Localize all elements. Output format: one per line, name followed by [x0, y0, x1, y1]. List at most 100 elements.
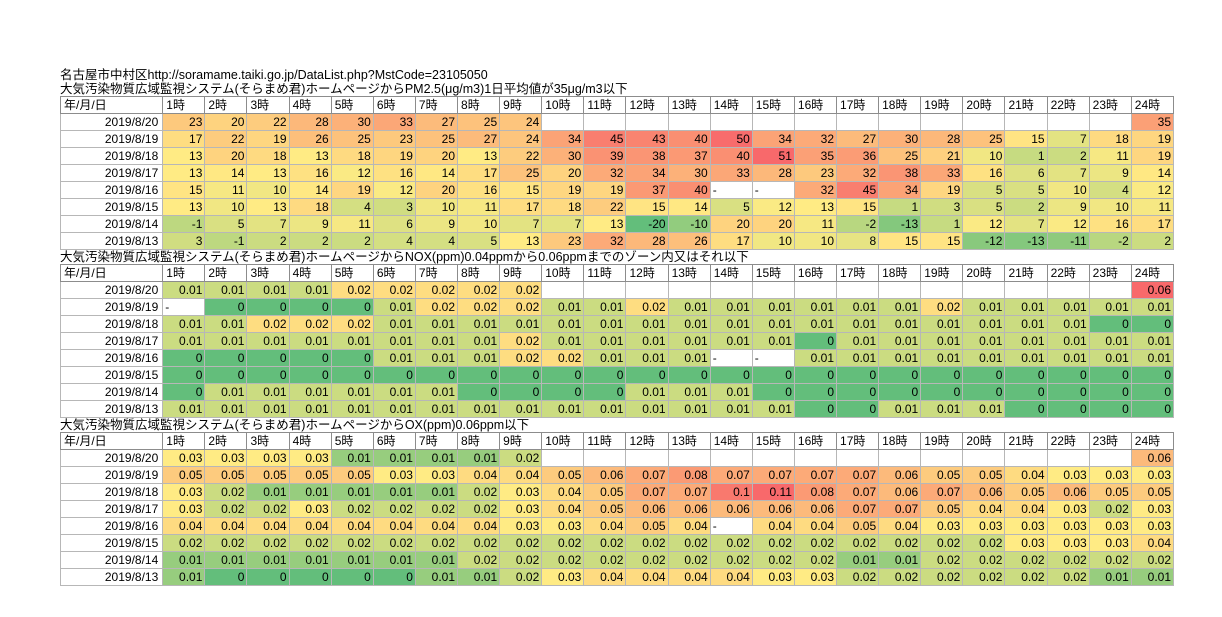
- value-cell: 0.02: [962, 534, 1006, 552]
- value-cell: [709, 113, 753, 131]
- date-cell: 2019/8/20: [59, 281, 164, 299]
- value-cell: 0.01: [204, 281, 248, 299]
- value-cell: 40: [667, 130, 711, 148]
- value-cell: 0.01: [414, 349, 459, 367]
- value-cell: 0.01: [457, 332, 501, 350]
- value-cell: 0.06: [625, 500, 669, 518]
- value-cell: 30: [667, 164, 711, 182]
- value-cell: 0.03: [793, 568, 838, 586]
- value-cell: 27: [836, 130, 880, 148]
- value-cell: 0.04: [499, 466, 543, 484]
- value-cell: 0.06: [583, 466, 627, 484]
- value-cell: 0.02: [372, 281, 416, 299]
- value-cell: 0.01: [1130, 332, 1175, 350]
- value-cell: 13: [793, 198, 838, 216]
- value-cell: 10: [204, 198, 248, 216]
- value-cell: 0.03: [1130, 517, 1175, 535]
- hour-column-header: 8時: [457, 96, 501, 114]
- value-cell: 0.02: [751, 534, 795, 552]
- value-cell: 0.04: [793, 517, 838, 535]
- value-cell: 0.03: [1088, 534, 1132, 552]
- value-cell: 13: [499, 232, 543, 250]
- value-cell: 0.01: [625, 332, 669, 350]
- hour-column-header: 8時: [457, 264, 501, 282]
- value-cell: 15: [499, 181, 543, 199]
- value-cell: 0: [372, 366, 416, 384]
- data-table: 年/月/日 1時 2時 3時 4時 5時 6時 7時 8時 9時 10時 11時 12時 13時 14時 15…: [59, 432, 1175, 586]
- value-cell: 0.01: [372, 483, 416, 501]
- value-cell: 0.01: [541, 298, 585, 316]
- hour-column-header: 23時: [1088, 264, 1132, 282]
- hour-column-header: 9時: [499, 96, 543, 114]
- value-cell: 0.01: [962, 349, 1006, 367]
- value-cell: 0.04: [962, 500, 1006, 518]
- hour-column-header: 3時: [246, 96, 290, 114]
- value-cell: [709, 449, 753, 467]
- value-cell: 22: [583, 198, 627, 216]
- value-cell: 11: [1088, 147, 1132, 165]
- value-cell: 0.03: [288, 449, 332, 467]
- value-cell: 0: [499, 383, 543, 401]
- value-cell: 0.05: [246, 466, 290, 484]
- hour-column-header: 17時: [836, 96, 880, 114]
- value-cell: [836, 449, 880, 467]
- value-cell: 16: [1088, 215, 1132, 233]
- value-cell: 0.01: [793, 349, 838, 367]
- table-row: 2019/8/14 -1 5 7 9 11 6 9 10 7 7 13 -20 -10 20 20 11 -2 -1…: [59, 215, 1175, 233]
- value-cell: 0.01: [288, 332, 332, 350]
- value-cell: 18: [288, 198, 332, 216]
- hour-column-header: 19時: [920, 432, 964, 450]
- value-cell: 0: [962, 366, 1006, 384]
- hour-column-header: 5時: [330, 432, 374, 450]
- value-cell: 0.01: [204, 400, 248, 418]
- date-cell: 2019/8/14: [59, 215, 164, 233]
- value-cell: 0.02: [499, 281, 543, 299]
- value-cell: 35: [793, 147, 838, 165]
- value-cell: 2: [1004, 198, 1048, 216]
- table-row: 2019/8/19-0 0 0 0 0.01 0.02 0.02 0.02 0.01 0.01 0.…: [59, 298, 1175, 316]
- value-cell: 0: [1046, 400, 1090, 418]
- source-url[interactable]: http://soramame.taiki.go.jp/DataList.php…: [147, 68, 488, 82]
- value-cell: 0.02: [1130, 551, 1175, 569]
- value-cell: 17: [499, 198, 543, 216]
- value-cell: 0.02: [836, 568, 880, 586]
- value-cell: 0.01: [751, 298, 795, 316]
- value-cell: 0.02: [1088, 500, 1132, 518]
- value-cell: 18: [246, 147, 290, 165]
- value-cell: [1004, 281, 1048, 299]
- value-cell: 0.04: [1130, 534, 1175, 552]
- hour-column-header: 16時: [793, 264, 838, 282]
- value-cell: -: [709, 349, 753, 367]
- value-cell: 0.07: [625, 483, 669, 501]
- value-cell: 4: [414, 232, 459, 250]
- value-cell: 0.01: [583, 332, 627, 350]
- value-cell: -20: [625, 215, 669, 233]
- value-cell: 28: [920, 130, 964, 148]
- value-cell: 15: [162, 181, 206, 199]
- date-cell: 2019/8/20: [59, 449, 164, 467]
- value-cell: 0.07: [920, 483, 964, 501]
- value-cell: 0: [288, 298, 332, 316]
- value-cell: 0.07: [836, 483, 880, 501]
- value-cell: 0.01: [1046, 332, 1090, 350]
- value-cell: 25: [499, 164, 543, 182]
- value-cell: 0.02: [414, 281, 459, 299]
- value-cell: 25: [414, 130, 459, 148]
- value-cell: 0.04: [751, 517, 795, 535]
- value-cell: 0.01: [1046, 298, 1090, 316]
- value-cell: 0: [793, 400, 838, 418]
- header-row: 年/月/日 1時 2時 3時 4時 5時 6時 7時 8時 9時 10時 11時 12時 13時 14時 15…: [59, 264, 1175, 282]
- value-cell: [625, 281, 669, 299]
- value-cell: [751, 113, 795, 131]
- value-cell: 12: [1130, 181, 1175, 199]
- date-cell: 2019/8/16: [59, 181, 164, 199]
- value-cell: 14: [414, 164, 459, 182]
- hour-column-header: 11時: [583, 264, 627, 282]
- value-cell: 20: [204, 113, 248, 131]
- value-cell: 0.01: [541, 332, 585, 350]
- value-cell: 0.01: [583, 349, 627, 367]
- value-cell: 16: [962, 164, 1006, 182]
- value-cell: 0.06: [1046, 483, 1090, 501]
- value-cell: 0.04: [583, 517, 627, 535]
- value-cell: 15: [1004, 130, 1048, 148]
